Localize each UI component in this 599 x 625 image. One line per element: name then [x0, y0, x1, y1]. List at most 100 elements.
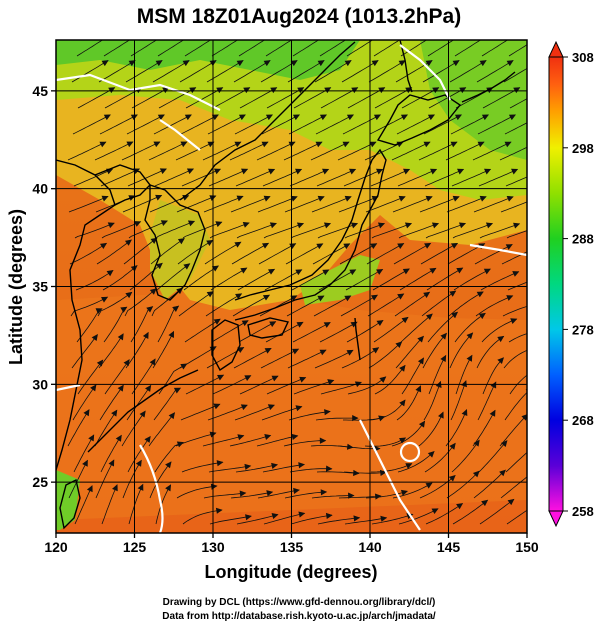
streamline [397, 168, 437, 187]
x-tick-label: 140 [358, 539, 382, 555]
streamline [446, 196, 487, 213]
streamline-arrowhead [402, 268, 410, 275]
streamline [207, 404, 248, 421]
streamline-arrowhead [271, 462, 278, 469]
streamline [263, 223, 304, 239]
streamline-arrowhead [213, 403, 221, 410]
streamline-arrowhead [452, 195, 460, 202]
streamline-arrowhead [459, 87, 467, 94]
streamline [150, 238, 185, 265]
streamline-arrowhead [215, 221, 223, 228]
streamline-arrowhead [213, 318, 221, 325]
streamline-arrowhead [323, 222, 332, 229]
streamline [503, 349, 527, 369]
streamline [451, 168, 491, 187]
streamline [418, 411, 444, 447]
streamline-arrowhead [343, 243, 351, 250]
streamline [316, 168, 356, 187]
streamline-arrowhead [264, 434, 272, 440]
streamline-arrowhead [342, 141, 350, 148]
credit-drawing: Drawing by DCL (https://www.gfd-dennou.o… [163, 597, 436, 608]
streamline-arrowhead [271, 513, 279, 520]
streamline [395, 336, 424, 369]
streamline [262, 464, 305, 473]
streamline [393, 242, 431, 265]
streamline-arrowhead [371, 60, 379, 67]
streamline-arrowhead [290, 295, 298, 302]
streamline [208, 465, 251, 473]
streamline [476, 60, 514, 83]
streamline [122, 195, 162, 213]
streamline-arrowhead [215, 507, 223, 514]
china-coast [56, 159, 116, 471]
streamline [502, 305, 527, 317]
streamline-arrowhead [269, 321, 277, 328]
streamline [506, 509, 527, 525]
streamline [179, 60, 217, 83]
streamline-arrowhead [372, 347, 380, 354]
streamline-arrowhead [112, 484, 118, 492]
streamline [508, 333, 527, 343]
streamline-arrowhead [83, 409, 90, 417]
streamline-arrowhead [506, 195, 514, 202]
streamline [153, 387, 181, 421]
streamline [230, 196, 271, 213]
streamline-arrowhead [146, 306, 154, 313]
streamline-arrowhead [263, 195, 271, 202]
streamline-arrowhead [323, 322, 331, 328]
streamline [313, 295, 351, 317]
streamline-arrowhead [451, 311, 459, 319]
streamline [148, 141, 188, 161]
streamline [123, 237, 158, 265]
streamline-arrowhead [184, 114, 192, 121]
streamline [131, 358, 156, 395]
streamline [181, 461, 223, 473]
streamline-arrowhead [438, 411, 444, 419]
streamline [455, 355, 473, 395]
streamline-arrowhead [497, 335, 505, 343]
streamline-arrowhead [149, 288, 157, 295]
streamline-arrowhead [296, 222, 305, 229]
streamline-arrowhead [377, 222, 386, 229]
colorbar-max-arrow [548, 40, 564, 58]
streamline-arrowhead [348, 492, 355, 499]
streamline-arrowhead [508, 114, 517, 121]
streamline [98, 60, 136, 83]
streamline [258, 243, 296, 265]
streamline-arrowhead [211, 114, 219, 121]
streamline [128, 220, 168, 239]
streamline [157, 305, 179, 343]
streamline [179, 346, 217, 369]
streamline [202, 141, 242, 161]
streamline [233, 347, 272, 369]
streamline-arrowhead [291, 433, 299, 441]
streamline-arrowhead [322, 269, 330, 276]
streamline-arrowhead [139, 410, 146, 418]
streamline [99, 384, 124, 421]
streamline-arrowhead [399, 399, 406, 407]
streamline [310, 141, 350, 161]
streamline-arrowhead [101, 296, 109, 303]
streamline [474, 244, 513, 265]
colorbar: 258 268 278 288 298 308 [548, 40, 594, 528]
streamline-arrowhead [107, 34, 113, 39]
streamline-arrowhead [370, 243, 378, 250]
streamline [347, 376, 387, 395]
streamline-arrowhead [240, 404, 248, 411]
streamline [231, 242, 269, 265]
map-title: MSM 18Z01Aug2024 (1013.2hPa) [137, 5, 461, 28]
streamline [156, 263, 191, 291]
streamline [236, 222, 277, 239]
streamline-arrowhead [296, 34, 302, 39]
streamline-arrowhead [457, 168, 465, 175]
streamline [203, 195, 244, 213]
streamline-arrowhead [505, 244, 513, 250]
streamline-arrowhead [541, 223, 547, 228]
streamline-arrowhead [513, 222, 521, 229]
streamline-arrowhead [374, 493, 382, 500]
axis-ticks: 120 125 130 135 140 145 150 25 30 35 40 45 [32, 83, 538, 555]
streamline-arrowhead [135, 459, 142, 467]
y-tick-label: 45 [32, 83, 48, 99]
streamline [341, 347, 379, 369]
streamline-arrowhead [183, 263, 191, 270]
